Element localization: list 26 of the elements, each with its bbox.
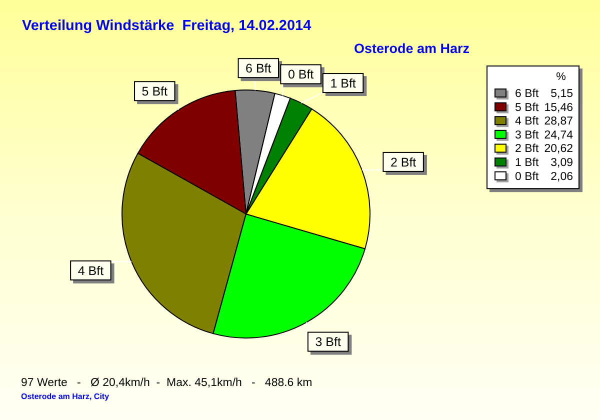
slice-label: 6 Bft (246, 62, 272, 76)
slice-label: 2 Bft (390, 155, 417, 170)
slice-label: 3 Bft (315, 335, 342, 350)
data-label: 5,15 (550, 88, 573, 100)
legend-label: 4 Bft (515, 116, 540, 128)
legend-label: 1 Bft (515, 157, 540, 169)
legend-label: 6 Bft (515, 88, 540, 100)
slice-label: 1 Bft (330, 76, 356, 91)
legend-label: 3 Bft (515, 129, 540, 142)
chart-subtitle: Osterode am Harz (354, 41, 470, 56)
slice-label: 4 Bft (78, 264, 104, 278)
chart-title: Verteilung Windstärke Freitag, 14.02.2014 (22, 18, 312, 34)
slice-label: 0 Bft (288, 68, 314, 82)
data-label: 28,87 (544, 116, 573, 128)
data-label: 20,62 (544, 143, 573, 156)
data-label: 24,74 (544, 129, 574, 142)
legend-title: % (556, 71, 566, 83)
text: 97 Werte - Ø 20,4km/h - Max. 45,1km/h - 488.6 km (21, 377, 312, 389)
text: Osterode am Harz, City (21, 392, 110, 401)
legend-label: 2 Bft (515, 143, 540, 156)
legend-label: 0 Bft (515, 170, 540, 183)
data-label: 3,09 (550, 157, 573, 169)
slice-label: 5 Bft (142, 84, 168, 99)
legend-label: 5 Bft (515, 102, 540, 114)
data-label: 2,06 (550, 170, 573, 183)
data-label: 15,46 (544, 102, 573, 114)
